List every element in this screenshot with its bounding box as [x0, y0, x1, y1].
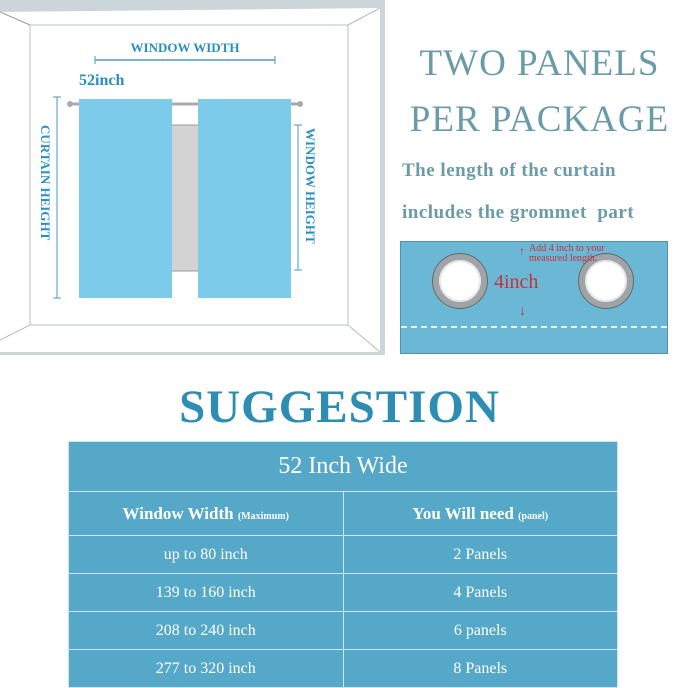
panels-cell: 4 Panels: [342, 573, 618, 612]
suggestion-title: SUGGESTION: [179, 381, 500, 433]
panels-cell: 6 panels: [342, 611, 618, 650]
width-cell: 139 to 160 inch: [68, 573, 344, 612]
curtain-width-label: 52inch: [79, 72, 125, 89]
width-cell: 277 to 320 inch: [68, 649, 344, 688]
width-cell: up to 80 inch: [68, 535, 344, 574]
table-row: 208 to 240 inch 6 panels: [68, 611, 618, 650]
width-cell: 208 to 240 inch: [68, 611, 344, 650]
room-drawing: [0, 0, 385, 355]
grommet-icon: [433, 254, 487, 308]
window-width-label: WINDOW WIDTH: [130, 40, 240, 55]
curtain-height-label: CURTAIN HEIGHT: [38, 125, 53, 241]
panels-cell: 8 Panels: [342, 649, 618, 688]
headline: TWO PANELS PER PACKAGE: [400, 36, 679, 148]
grommet-illustration: Add 4 inch to your measured length. 4inc…: [400, 241, 668, 354]
grommet-measure: 4inch: [494, 271, 539, 293]
room-illustration: WINDOW WIDTH 52inch CURTAIN HEIGHT WINDO…: [0, 0, 385, 355]
header-panels-needed: You Will need (panel): [342, 491, 618, 536]
headline-line1: TWO PANELS: [419, 43, 660, 84]
grommet-note: Add 4 inch to your measured length.: [529, 243, 605, 264]
table-title: 52 Inch Wide: [68, 441, 618, 492]
window-height-label: WINDOW HEIGHT: [303, 128, 318, 244]
panels-cell: 2 Panels: [342, 535, 618, 574]
stitch-line: [401, 326, 667, 328]
arrow-up-icon: ↑: [519, 244, 525, 258]
table-row: up to 80 inch 2 Panels: [68, 535, 618, 574]
grommet-icon: [579, 254, 633, 308]
table-row: 139 to 160 inch 4 Panels: [68, 573, 618, 612]
headline-line2: PER PACKAGE: [409, 99, 670, 140]
arrow-down-icon: ↓: [519, 304, 526, 319]
suggestion-table: 52 Inch Wide Window Width (Maximum) You …: [68, 441, 618, 688]
note-line1: The length of the curtain: [402, 160, 617, 181]
header-window-width: Window Width (Maximum): [68, 491, 344, 536]
note-line2: includes the grommet part: [402, 202, 635, 223]
table-row: 277 to 320 inch 8 Panels: [68, 649, 618, 688]
